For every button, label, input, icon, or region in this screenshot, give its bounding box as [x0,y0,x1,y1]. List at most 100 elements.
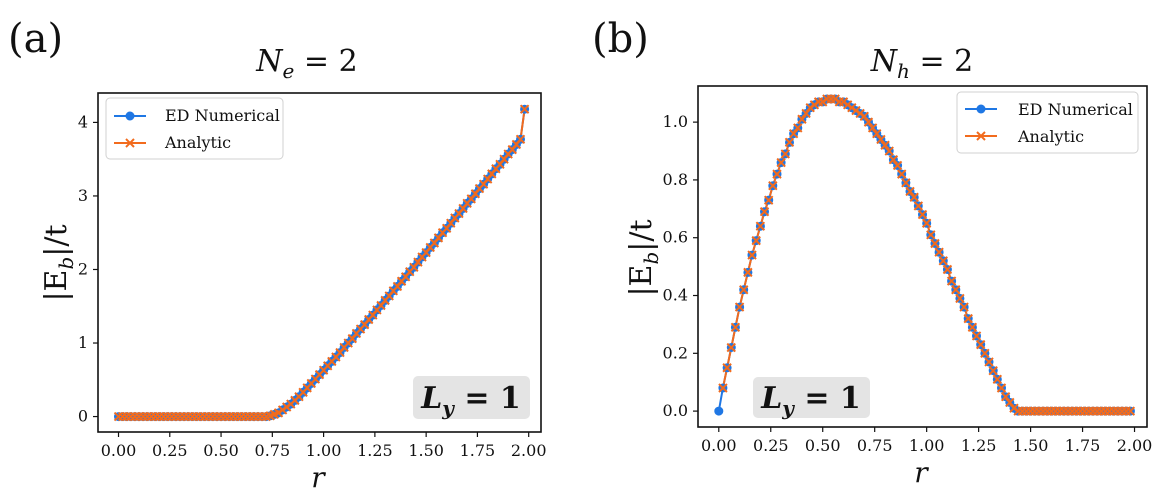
chart-b-point-analytic [859,111,870,122]
chart-a-point-analytic [515,134,526,145]
chart-b-annotation-main: L [760,381,782,416]
chart-b-marks [714,94,1136,416]
legend-b-ed-marker [976,104,986,114]
chart-b-point-analytic [921,218,932,228]
chart-a-ylabel: |Eb|/t [39,224,78,301]
chart-b-point-analytic [1000,391,1011,402]
chart-a-ytick-label: 0 [78,407,88,426]
chart-b-point-analytic [776,157,786,168]
chart-b-point-analytic [996,383,1007,393]
chart-b-ylabel: |Eb|/t [624,219,663,296]
chart-a-point-analytic [519,104,530,114]
chart-a-xlabel: r [311,461,326,494]
chart-b-point-analytic [734,302,745,312]
chart-a-xtick-label: 2.00 [511,441,547,460]
chart-b-frame [697,85,1148,428]
chart-a-xtick-label: 1.00 [306,441,342,460]
chart-b-point-analytic [872,128,882,139]
chart-b-annotation: Ly = 1 [753,377,870,420]
chart-a-ylabel-sub: b [54,257,78,270]
chart-b-legend: ED Numerical Analytic [956,91,1139,154]
chart-b-point-analytic [951,285,961,295]
chart-b-point-analytic [892,160,903,171]
chart-b-point-analytic [867,123,878,133]
legend-a-analytic-label: Analytic [164,133,231,152]
chart-panel-b: Nh = 2 |Eb|/t r 0.00 0.25 0.50 0.75 1.00 1.25… [624,44,1152,489]
chart-a-ytick-label: 4 [78,112,88,131]
chart-b-point-analytic [751,235,761,246]
chart-b-xtick-label: 1.50 [1013,436,1049,455]
chart-b-point-analytic [747,250,757,260]
chart-b-title-main: N [870,44,899,79]
chart-a-ylabel-post: |/t [39,224,74,256]
chart-b-ytick-label: 0.6 [663,228,688,247]
chart-a-frame [97,92,542,433]
chart-a-title-sub: e [283,59,295,83]
chart-b-annotation-rhs: = 1 [794,381,861,416]
chart-b-ylabel-sub: b [639,252,663,265]
chart-b-point-analytic [909,192,919,202]
chart-b-point-analytic [768,180,778,191]
chart-b-point-analytic [975,339,986,350]
chart-b-ylabel-pre: |E [624,265,659,297]
chart-a-xtick-label: 0.50 [203,441,239,460]
chart-b-ytick-label: 0.0 [663,401,688,420]
chart-a-marks [113,104,530,422]
chart-a-legend-box [105,97,284,160]
chart-panel-a: Ne = 2 |Eb|/t r 0.00 0.25 0.50 0.75 1.00 1.25… [39,44,547,494]
panel-a-label: (a) [8,16,63,62]
chart-a-ytick-label: 2 [78,259,88,278]
chart-b-title: Nh = 2 [870,44,973,83]
chart-b-point-analytic [955,293,965,304]
chart-a-ytick-label: 1 [78,333,88,352]
chart-a-annotation-box [413,376,530,419]
chart-b-annotation-text: Ly = 1 [760,381,861,420]
chart-a-annotation-rhs: = 1 [454,381,521,416]
chart-b-point-analytic [934,247,944,257]
chart-b-point-ed [714,406,724,416]
chart-b-point-analytic [876,134,886,145]
chart-b-ytick-label: 0.2 [663,343,688,362]
chart-b-point-analytic [801,108,811,119]
chart-b-point-analytic [788,128,799,139]
chart-b-xtick-label: 1.25 [961,436,997,455]
chart-b-point-analytic [743,267,753,278]
chart-a-annotation: Ly = 1 [413,376,530,420]
chart-a-xtick-label: 0.25 [152,441,188,460]
chart-b-point-analytic [739,285,749,295]
chart-b-xtick-label: 0.50 [805,436,841,455]
chart-b-ticks: 0.00 0.25 0.50 0.75 1.00 1.25 1.50 1.75 2.00 0.0 0… [663,112,1153,455]
chart-b-point-analytic [722,363,732,373]
legend-b-analytic-label: Analytic [1017,127,1084,146]
chart-b-point-analytic [930,238,940,249]
chart-a-title-main: N [255,44,284,79]
chart-b-point-analytic [863,117,874,127]
chart-b-title-sub: h [897,59,910,83]
chart-b-point-analytic [888,154,899,165]
chart-a-xtick-label: 0.00 [101,441,137,460]
chart-b-point-analytic [784,137,795,148]
chart-b-point-analytic [905,186,915,197]
chart-b-xlabel: r [914,456,929,489]
chart-a-title: Ne = 2 [255,44,357,83]
chart-b-ytick-label: 0.8 [663,170,688,189]
chart-b-point-analytic [726,342,736,353]
chart-b-point-analytic [984,357,994,367]
chart-b-point-analytic [942,264,953,275]
chart-b-point-analytic [917,209,928,220]
chart-b-point-analytic [718,383,728,393]
chart-b-ylabel-post: |/t [624,219,659,251]
chart-b-point-analytic [946,276,957,286]
chart-b-point-analytic [901,178,911,188]
chart-b-legend-box [956,91,1139,154]
chart-b-xtick-label: 2.00 [1117,436,1153,455]
chart-a-title-rhs: = 2 [294,44,357,79]
legend-b-ed-label: ED Numerical [1018,100,1133,119]
chart-a-annotation-main: L [420,381,442,416]
chart-b-point-analytic [730,322,741,333]
chart-b-ytick-label: 0.4 [663,286,688,305]
chart-b-point-analytic [963,313,973,324]
chart-b-point-analytic [772,169,782,179]
chart-b-point-analytic [959,302,969,312]
